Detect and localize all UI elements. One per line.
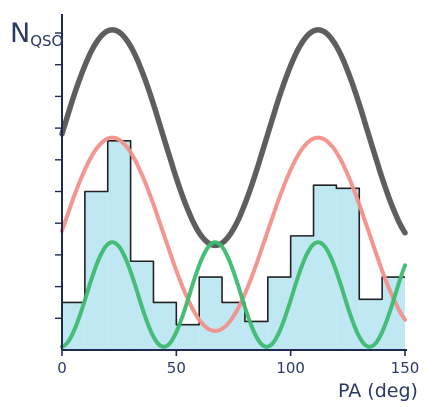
histogram-bar: [222, 302, 245, 350]
x-axis-label: PA (deg): [338, 380, 418, 402]
y-axis-label-main: N: [10, 18, 30, 49]
histogram-bar: [336, 188, 360, 350]
series-line-0: [59, 27, 408, 249]
curves: [59, 27, 408, 349]
histogram-bar: [267, 277, 291, 350]
histogram-bar: [199, 277, 223, 350]
histogram-bar: [290, 235, 314, 350]
y-axis-label: NQSO: [10, 18, 63, 50]
axes: [55, 14, 407, 356]
y-axis-label-sub: QSO: [30, 32, 63, 50]
histogram-bar: [382, 277, 405, 350]
series-line-1: [60, 135, 407, 333]
x-tick-label: 150: [391, 359, 420, 377]
histogram-bar: [176, 324, 200, 350]
tick-labels: 0 50 100 150: [57, 359, 419, 377]
x-tick-label: 0: [57, 359, 67, 377]
x-tick-label: 50: [167, 359, 186, 377]
x-tick-label: 100: [276, 359, 305, 377]
histogram-bar: [359, 299, 383, 350]
series-line-2: [60, 240, 407, 349]
histogram-bar: [313, 185, 337, 350]
histogram-bar: [153, 302, 177, 350]
